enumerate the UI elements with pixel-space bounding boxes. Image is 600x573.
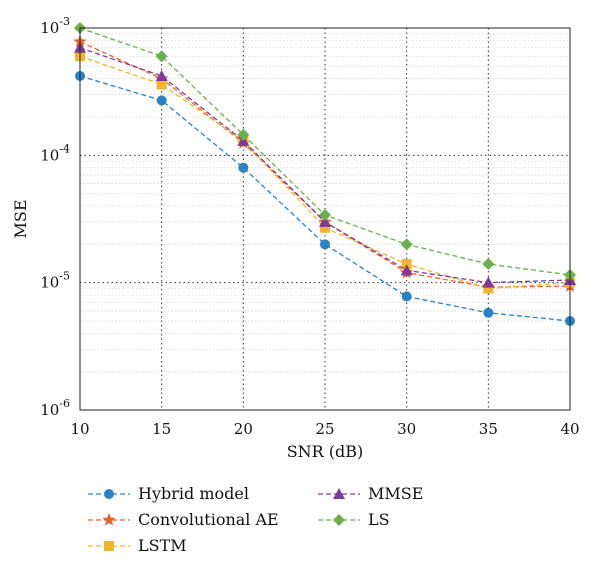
legend-entry: Hybrid model (88, 484, 249, 503)
series-3 (74, 41, 576, 288)
plot-frame (79, 27, 571, 411)
data-point (156, 79, 167, 90)
legend-marker (333, 514, 345, 526)
legend-entry: Convolutional AE (88, 510, 279, 529)
legend-entry: MMSE (318, 484, 423, 503)
y-tick-label: 10-3 (40, 15, 70, 37)
y-tick-label: 10-4 (40, 142, 70, 164)
x-tick-label: 35 (479, 420, 498, 438)
data-point (482, 258, 495, 271)
x-tick-label: 25 (315, 420, 334, 438)
legend-label: Hybrid model (138, 484, 249, 503)
series-layer (73, 22, 577, 326)
data-point (400, 238, 413, 251)
data-point (155, 50, 168, 63)
legend-marker (102, 513, 116, 526)
data-point (483, 307, 494, 318)
legend-label: LSTM (138, 536, 187, 555)
legend-entry: LS (318, 510, 390, 529)
data-point (401, 259, 412, 270)
x-tick-label: 15 (152, 420, 171, 438)
legend-marker (104, 541, 114, 551)
x-tick-label: 40 (560, 420, 579, 438)
legend: Hybrid model Convolutional AE LSTM MMSE LS (88, 484, 423, 555)
x-tick-label: 20 (234, 420, 253, 438)
x-axis-title: SNR (dB) (287, 442, 364, 461)
legend-marker (333, 488, 345, 499)
data-point (400, 264, 413, 276)
y-tick-label: 10-5 (40, 270, 70, 292)
data-point (401, 291, 412, 302)
data-point (155, 69, 168, 81)
tick-labels: 10 15 20 25 30 35 40 10-6 10-5 10-4 10-3 (40, 15, 579, 438)
data-point (237, 128, 250, 141)
data-point (238, 162, 249, 173)
x-tick-label: 30 (397, 420, 416, 438)
legend-label: Convolutional AE (138, 510, 279, 529)
x-tick-label: 10 (70, 420, 89, 438)
data-point (156, 95, 167, 106)
data-point (483, 283, 494, 294)
legend-label: MMSE (368, 484, 423, 503)
y-tick-label: 10-6 (40, 397, 70, 419)
data-point (320, 239, 330, 250)
y-axis-title: MSE (11, 199, 30, 238)
data-point (319, 208, 331, 221)
legend-label: LS (368, 510, 390, 529)
series-line (79, 75, 571, 322)
legend-entry: LSTM (88, 536, 187, 555)
legend-marker (104, 489, 114, 499)
data-point (319, 215, 331, 227)
data-point (320, 222, 330, 233)
data-point (482, 276, 495, 288)
